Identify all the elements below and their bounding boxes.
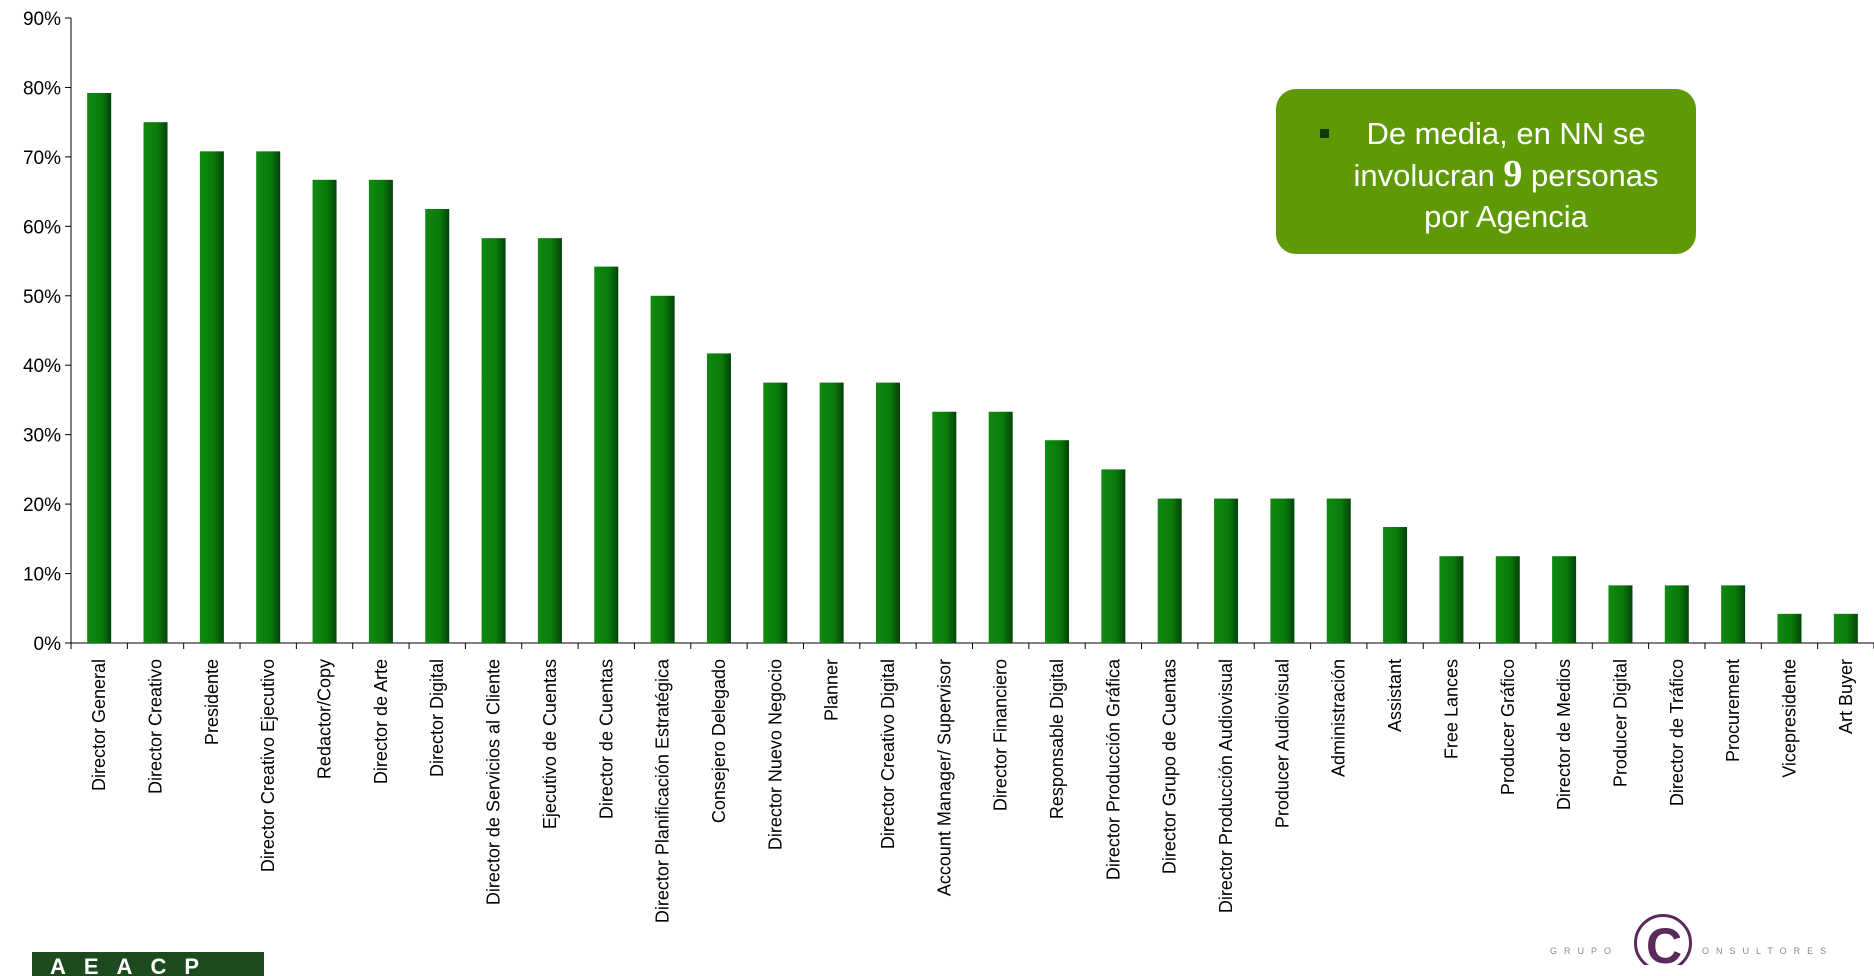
logo-ring-icon: [1634, 914, 1692, 965]
x-category-label: Director de Tráfico: [1667, 659, 1687, 806]
callout-line2: involucran 9 personas: [1353, 153, 1659, 195]
x-category-label: Director Producción Gráfica: [1103, 658, 1123, 880]
bar: [1721, 585, 1746, 643]
chart-bars: [87, 93, 1858, 644]
bar: [1383, 527, 1408, 643]
y-tick-label: 90%: [23, 9, 61, 30]
bar: [1608, 585, 1633, 643]
y-tick-label: 10%: [23, 565, 61, 586]
x-category-label: Producer Digital: [1610, 659, 1630, 787]
x-category-label: Director Creativo Ejecutivo: [258, 659, 278, 872]
chart-labels: Director General Director Creativo Preside…: [89, 658, 1856, 923]
bar: [763, 382, 788, 643]
callout-line3: por Agencia: [1424, 199, 1588, 234]
callout-line1: De media, en NN se: [1366, 116, 1646, 151]
y-tick-label: 30%: [23, 426, 61, 447]
y-tick-label: 40%: [23, 356, 61, 377]
summary-callout: De media, en NN se involucran 9 personas…: [1276, 89, 1696, 254]
bar: [1101, 469, 1126, 643]
bar: [1270, 498, 1295, 643]
bar: [537, 238, 562, 643]
x-category-label: Planner: [822, 659, 842, 721]
x-category-label: Director de Arte: [371, 659, 391, 784]
bar: [368, 179, 393, 644]
y-tick-label: 50%: [23, 287, 61, 308]
bar: [932, 411, 957, 643]
x-category-label: Director Planificación Estratégica: [653, 658, 673, 923]
x-category-label: Director de Medios: [1554, 659, 1574, 810]
x-category-label: Responsable Digital: [1047, 659, 1067, 819]
bar: [594, 266, 619, 643]
bar: [256, 151, 281, 644]
bar: [706, 353, 731, 643]
y-tick-label: 60%: [23, 217, 61, 238]
x-category-label: Vicepresidente: [1779, 659, 1799, 778]
x-category-label: Assistant: [1385, 659, 1405, 732]
x-category-label: Director General: [89, 659, 109, 791]
x-category-label: Producer Gráfico: [1498, 659, 1518, 795]
bar: [1552, 556, 1577, 643]
bar: [143, 122, 168, 643]
bar: [875, 382, 900, 643]
x-category-label: Director Creativo: [146, 659, 166, 794]
x-category-label: Account Manager/ Supervisor: [934, 659, 954, 896]
bar: [1439, 556, 1464, 643]
x-category-label: Procurement: [1723, 659, 1743, 762]
bullet-icon: [1320, 129, 1329, 138]
bar: [1214, 498, 1239, 643]
x-category-label: Director Creativo Digital: [878, 659, 898, 849]
bar: [1045, 440, 1070, 643]
x-category-label: Redactor/Copy: [315, 659, 335, 779]
grupo-consultores-logo: GRUPO C ONSULTORES: [1550, 910, 1870, 965]
bar: [1777, 613, 1802, 643]
bar: [819, 382, 844, 643]
bar: [650, 295, 675, 643]
aeacp-logo: AEACP: [32, 952, 264, 976]
bar: [1157, 498, 1182, 643]
x-category-label: Producer Audiovisual: [1272, 659, 1292, 828]
y-tick-label: 70%: [23, 148, 61, 169]
x-category-label: Director Grupo de Cuentas: [1160, 659, 1180, 874]
x-category-label: Director Producción Audiovisual: [1216, 659, 1236, 913]
bar: [1833, 613, 1858, 643]
y-tick-label: 80%: [23, 78, 61, 99]
bar: [1664, 585, 1689, 643]
x-category-label: Free Lances: [1441, 659, 1461, 759]
x-category-label: Presidente: [202, 659, 222, 745]
x-category-label: Director Financiero: [991, 659, 1011, 811]
callout-number: 9: [1503, 153, 1523, 195]
x-category-label: Art Buyer: [1836, 659, 1856, 734]
bar: [1495, 556, 1520, 643]
bar: [988, 411, 1013, 643]
x-category-label: Director de Servicios al Cliente: [484, 659, 504, 905]
bar: [312, 179, 337, 644]
x-category-label: Director de Cuentas: [596, 659, 616, 819]
callout-text: De media, en NN se involucran 9 personas…: [1306, 113, 1666, 237]
y-tick-label: 20%: [23, 495, 61, 516]
bar: [199, 151, 224, 644]
bar: [481, 238, 506, 643]
x-category-label: Administración: [1329, 659, 1349, 777]
x-category-label: Director Digital: [427, 659, 447, 777]
x-category-label: Consejero Delegado: [709, 659, 729, 823]
bar: [1326, 498, 1351, 643]
y-tick-label: 0%: [34, 634, 62, 655]
x-category-label: Director Nuevo Negocio: [765, 659, 785, 850]
bar: [425, 208, 450, 643]
x-category-label: Ejecutivo de Cuentas: [540, 659, 560, 829]
bar: [87, 93, 112, 643]
